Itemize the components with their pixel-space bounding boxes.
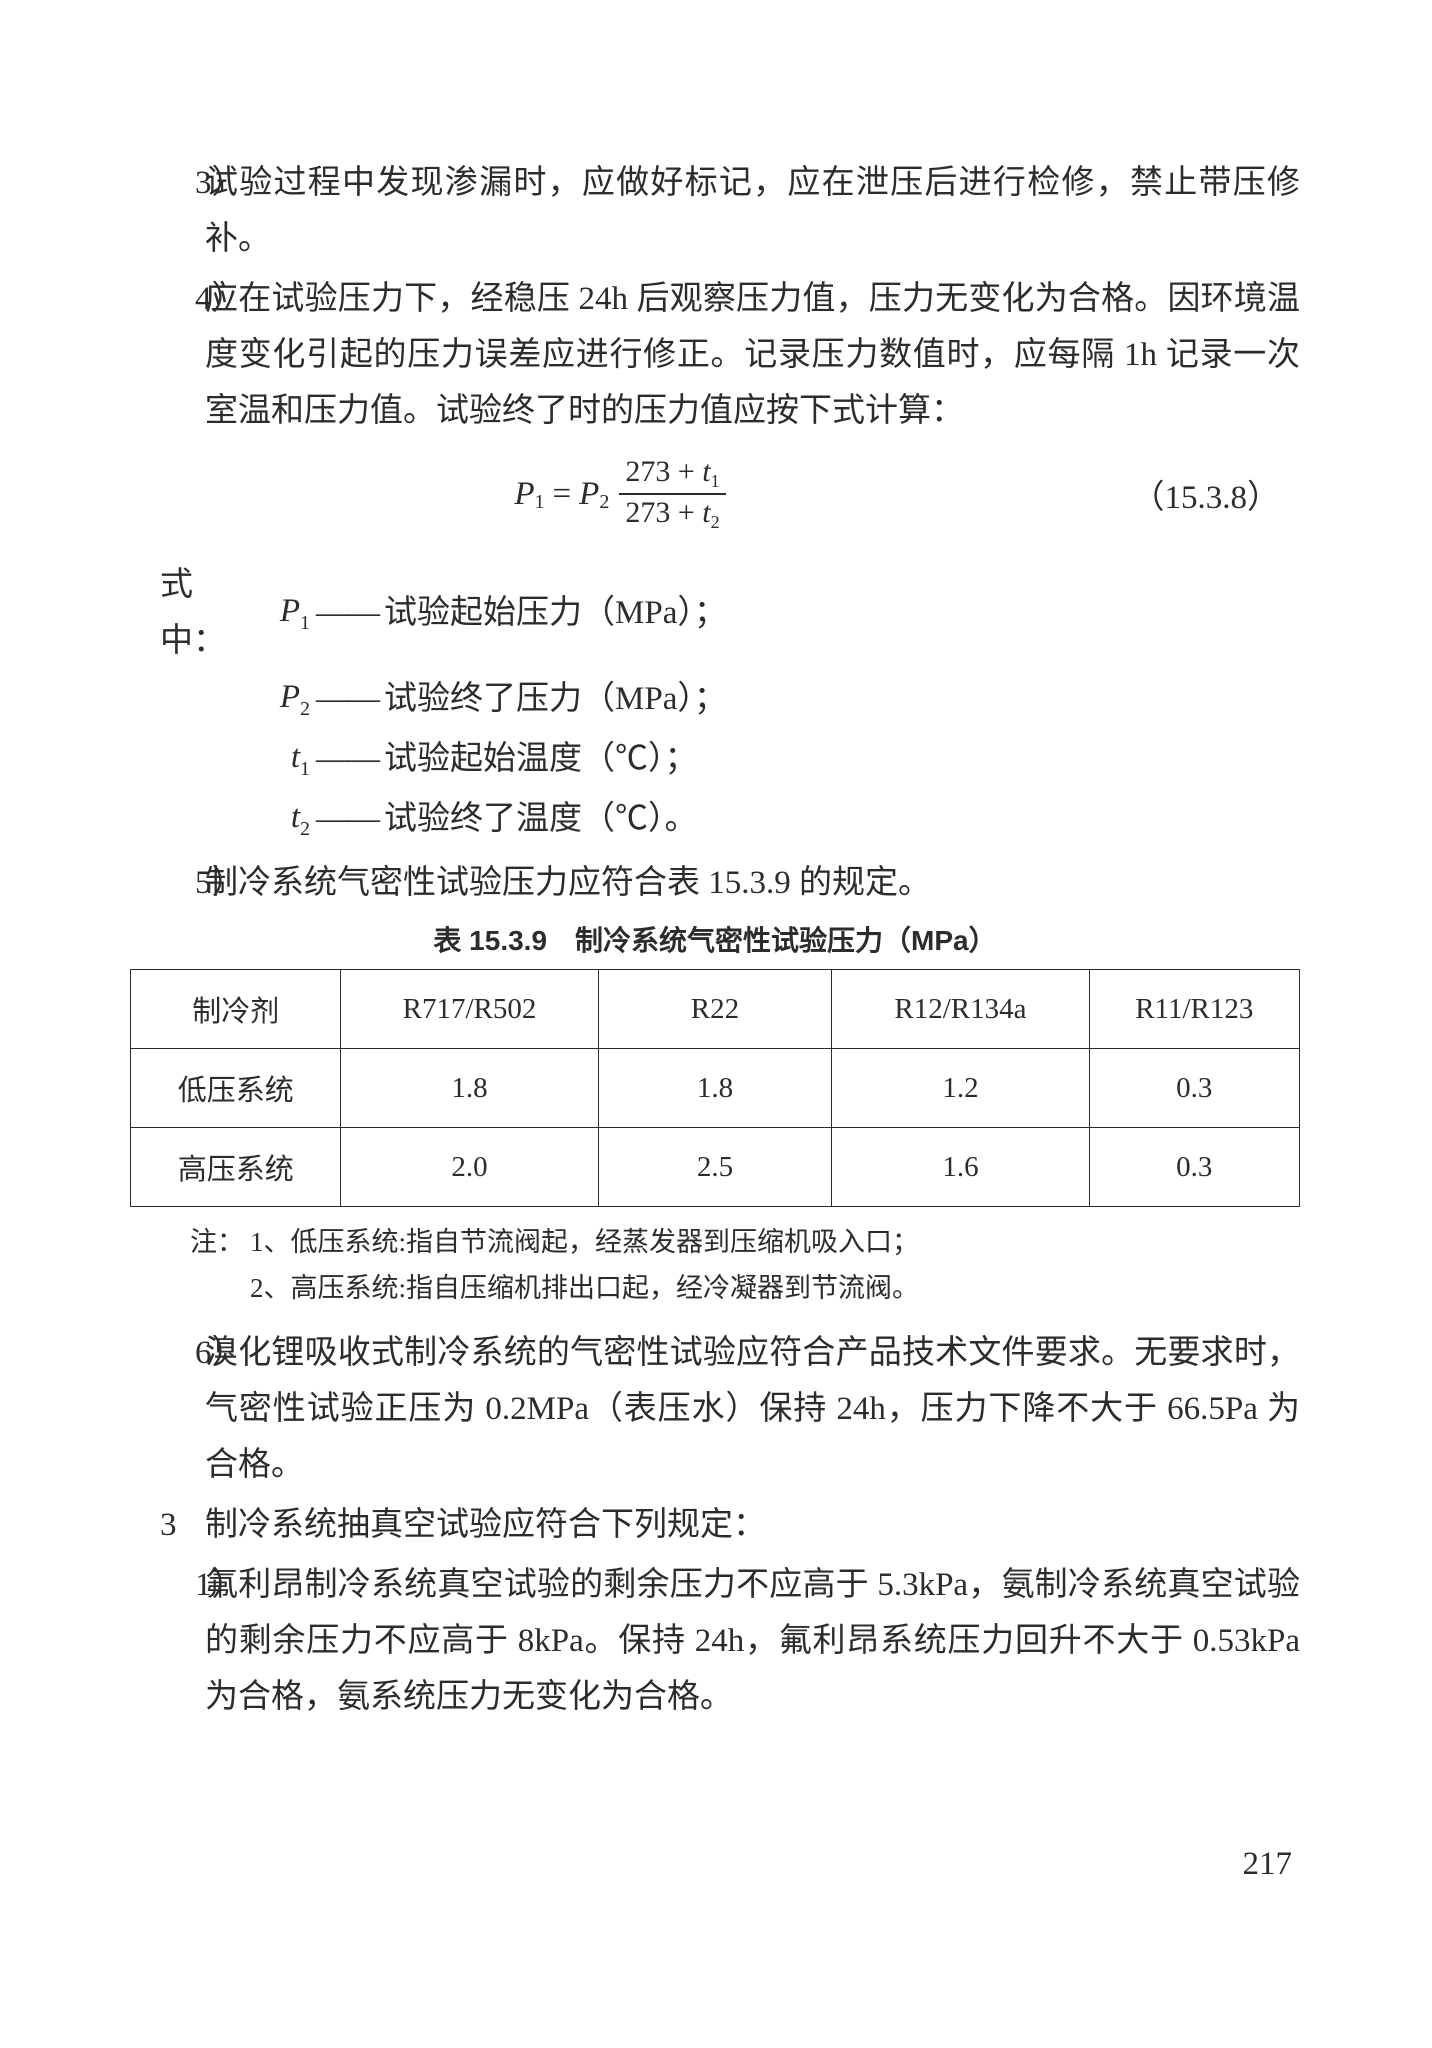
item-text: 氟利昂制冷系统真空试验的剩余压力不应高于 5.3kPa，氨制冷系统真空试验的剩余… bbox=[205, 1557, 1300, 1725]
table-cell: 制冷剂 bbox=[131, 970, 341, 1049]
where-line: P2 —— 试验终了压力（MPa）； bbox=[160, 669, 1300, 729]
table-row: 低压系统 1.8 1.8 1.2 0.3 bbox=[131, 1049, 1300, 1128]
where-line: 式中： P1 —— 试验起始压力（MPa）； bbox=[160, 557, 1300, 669]
note-text: 1、低压系统:指自节流阀起，经蒸发器到压缩机吸入口； bbox=[250, 1219, 919, 1265]
table-cell: R717/R502 bbox=[341, 970, 598, 1049]
where-dash: —— bbox=[316, 671, 378, 727]
where-line: t2 —— 试验终了温度（℃）。 bbox=[160, 789, 1300, 849]
table-cell: 0.3 bbox=[1089, 1049, 1299, 1128]
formula-number: （15.3.8） bbox=[1110, 470, 1300, 518]
where-block: 式中： P1 —— 试验起始压力（MPa）； P2 —— 试验终了压力（MPa）… bbox=[160, 557, 1300, 849]
data-table: 制冷剂 R717/R502 R22 R12/R134a R11/R123 低压系… bbox=[130, 969, 1300, 1207]
equals-sign: = bbox=[553, 476, 572, 513]
table-title: 表 15.3.9 制冷系统气密性试验压力（MPa） bbox=[130, 919, 1300, 959]
formula-rhs-sym: P bbox=[579, 476, 599, 513]
sub-item-1: 1） 氟利昂制冷系统真空试验的剩余压力不应高于 5.3kPa，氨制冷系统真空试验… bbox=[130, 1557, 1300, 1725]
table-cell: 低压系统 bbox=[131, 1049, 341, 1128]
item-number: 5） bbox=[130, 855, 205, 911]
note-line: 2、高压系统:指自压缩机排出口起，经冷凝器到节流阀。 bbox=[190, 1265, 1300, 1311]
where-dash: —— bbox=[316, 585, 378, 641]
note-text: 2、高压系统:指自压缩机排出口起，经冷凝器到节流阀。 bbox=[250, 1265, 919, 1311]
item-number: 6） bbox=[130, 1325, 205, 1381]
list-item-3: 3） 试验过程中发现渗漏时，应做好标记，应在泄压后进行检修，禁止带压修补。 bbox=[130, 155, 1300, 267]
fraction-denominator: 273 + t2 bbox=[619, 495, 725, 534]
item-text: 应在试验压力下，经稳压 24h 后观察压力值，压力无变化为合格。因环境温度变化引… bbox=[205, 271, 1300, 439]
table-cell: R12/R134a bbox=[832, 970, 1089, 1049]
list-item-5: 5） 制冷系统气密性试验压力应符合表 15.3.9 的规定。 bbox=[130, 855, 1300, 911]
item-number: 4） bbox=[130, 271, 205, 327]
where-desc: 试验起始温度（℃）； bbox=[384, 731, 698, 787]
fraction-numerator: 273 + t1 bbox=[619, 454, 725, 493]
table-cell: 2.5 bbox=[598, 1128, 832, 1207]
note-line: 注： 1、低压系统:指自节流阀起，经蒸发器到压缩机吸入口； bbox=[190, 1219, 1300, 1265]
formula-lhs-sym: P bbox=[514, 476, 534, 513]
where-symbol: P1 bbox=[255, 583, 310, 643]
item-number: 3 bbox=[130, 1497, 205, 1553]
formula: P1 = P2 273 + t1 273 + t2 bbox=[130, 454, 1110, 534]
item-text: 试验过程中发现渗漏时，应做好标记，应在泄压后进行检修，禁止带压修补。 bbox=[205, 155, 1300, 267]
table-cell: 0.3 bbox=[1089, 1128, 1299, 1207]
item-text: 制冷系统气密性试验压力应符合表 15.3.9 的规定。 bbox=[205, 855, 1300, 911]
table-cell: 2.0 bbox=[341, 1128, 598, 1207]
where-symbol: t1 bbox=[255, 729, 310, 789]
table-cell: R22 bbox=[598, 970, 832, 1049]
formula-rhs-sub: 2 bbox=[599, 491, 609, 514]
formula-block: P1 = P2 273 + t1 273 + t2 （15.3.8） bbox=[130, 449, 1300, 539]
table-notes: 注： 1、低压系统:指自节流阀起，经蒸发器到压缩机吸入口； 2、高压系统:指自压… bbox=[190, 1219, 1300, 1311]
item-text: 溴化锂吸收式制冷系统的气密性试验应符合产品技术文件要求。无要求时，气密性试验正压… bbox=[205, 1325, 1300, 1493]
table-cell: 1.6 bbox=[832, 1128, 1089, 1207]
outer-item-3: 3 制冷系统抽真空试验应符合下列规定： bbox=[130, 1497, 1300, 1553]
fraction: 273 + t1 273 + t2 bbox=[619, 454, 725, 534]
item-number: 3） bbox=[130, 155, 205, 211]
item-number: 1） bbox=[130, 1557, 205, 1613]
where-label: 式中： bbox=[160, 557, 255, 669]
where-dash: —— bbox=[316, 791, 378, 847]
where-symbol: P2 bbox=[255, 669, 310, 729]
note-label: 注： bbox=[190, 1219, 250, 1265]
table-cell: 1.8 bbox=[598, 1049, 832, 1128]
list-item-6: 6） 溴化锂吸收式制冷系统的气密性试验应符合产品技术文件要求。无要求时，气密性试… bbox=[130, 1325, 1300, 1493]
list-item-4: 4） 应在试验压力下，经稳压 24h 后观察压力值，压力无变化为合格。因环境温度… bbox=[130, 271, 1300, 439]
formula-lhs-sub: 1 bbox=[535, 491, 545, 514]
page-number: 217 bbox=[1243, 1846, 1293, 1883]
table-cell: 1.2 bbox=[832, 1049, 1089, 1128]
table-row: 制冷剂 R717/R502 R22 R12/R134a R11/R123 bbox=[131, 970, 1300, 1049]
table-row: 高压系统 2.0 2.5 1.6 0.3 bbox=[131, 1128, 1300, 1207]
item-text: 制冷系统抽真空试验应符合下列规定： bbox=[205, 1497, 1300, 1553]
where-desc: 试验终了压力（MPa）； bbox=[384, 671, 727, 727]
where-symbol: t2 bbox=[255, 789, 310, 849]
where-line: t1 —— 试验起始温度（℃）； bbox=[160, 729, 1300, 789]
table-cell: 1.8 bbox=[341, 1049, 598, 1128]
page-content: 3） 试验过程中发现渗漏时，应做好标记，应在泄压后进行检修，禁止带压修补。 4）… bbox=[130, 155, 1300, 1729]
table-cell: R11/R123 bbox=[1089, 970, 1299, 1049]
where-dash: —— bbox=[316, 731, 378, 787]
where-desc: 试验起始压力（MPa）； bbox=[384, 585, 727, 641]
where-desc: 试验终了温度（℃）。 bbox=[384, 791, 698, 847]
table-cell: 高压系统 bbox=[131, 1128, 341, 1207]
